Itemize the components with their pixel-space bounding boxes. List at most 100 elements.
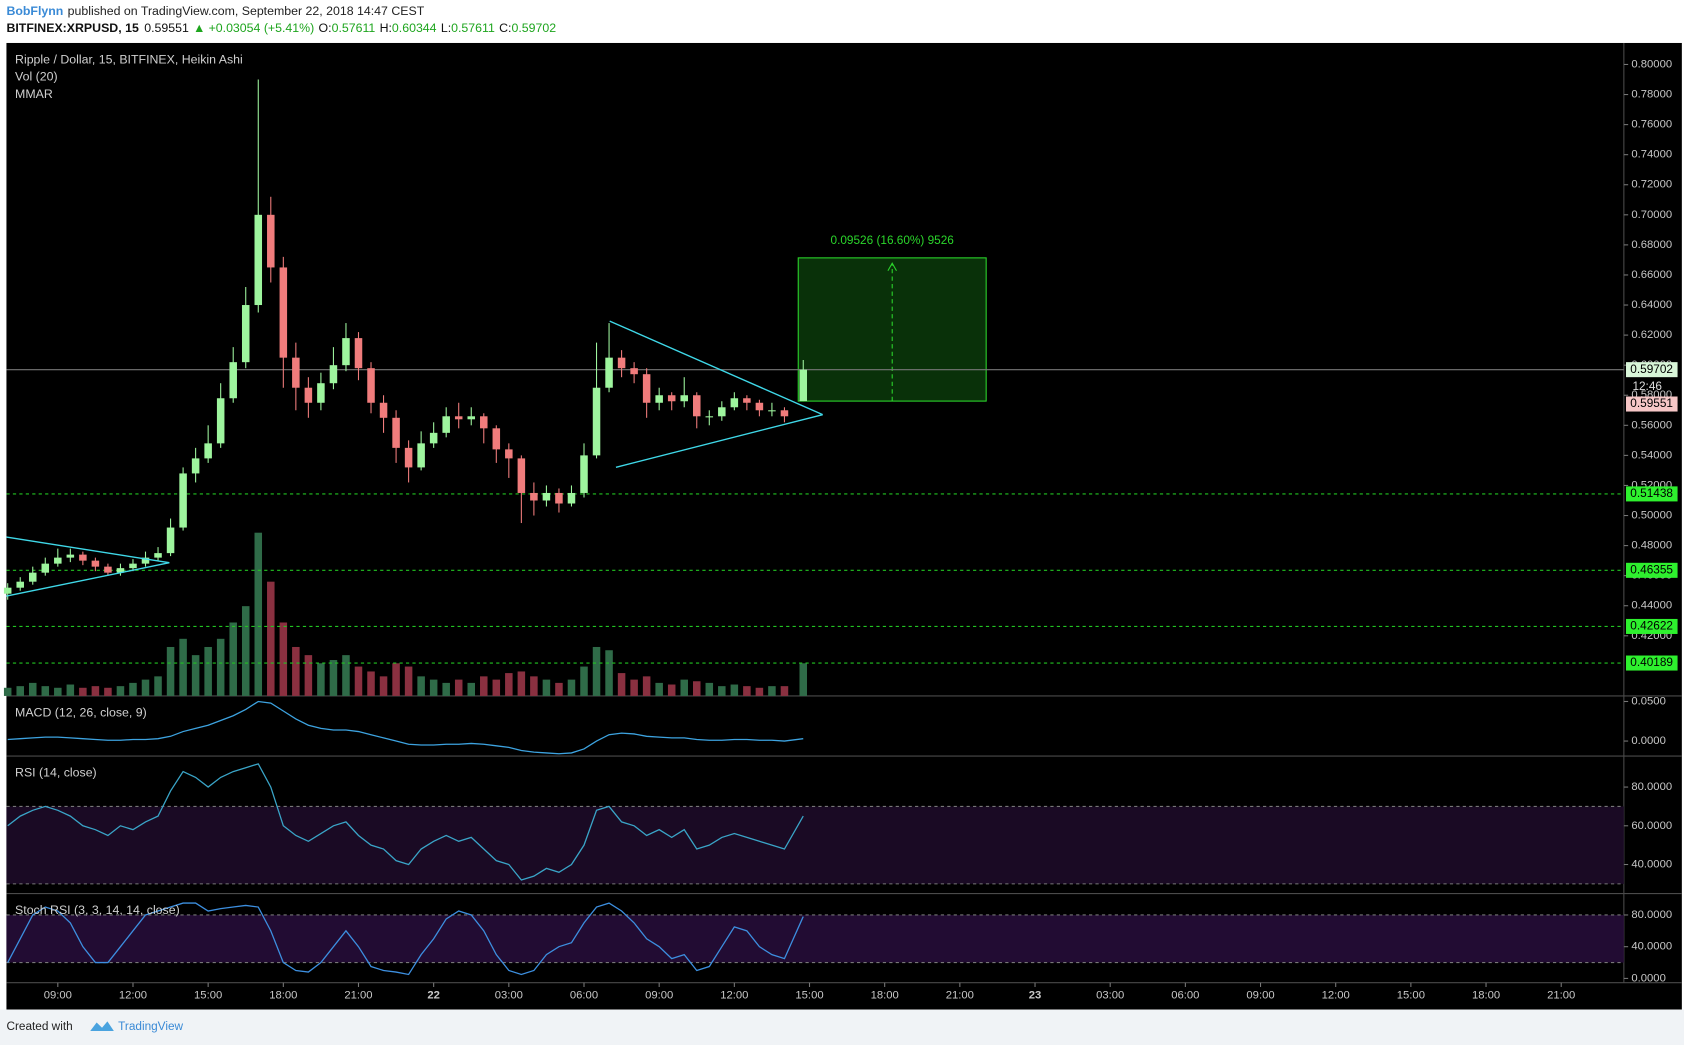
pane-title: Ripple / Dollar, 15, BITFINEX, Heikin As… <box>15 52 243 66</box>
volume-bar <box>317 663 325 696</box>
volume-bar <box>617 673 626 696</box>
level-tag <box>1626 618 1678 634</box>
author[interactable]: BobFlynn <box>6 4 63 18</box>
volume-bar <box>254 532 263 696</box>
volume-bar <box>329 660 338 696</box>
candle-body <box>404 447 413 468</box>
y-tick-label: 0.78000 <box>1631 89 1672 101</box>
volume-bar <box>16 686 24 696</box>
brand-logo[interactable]: TradingView <box>90 1019 184 1033</box>
candle-body <box>567 492 576 504</box>
level-tag <box>1626 655 1678 671</box>
volume-bar <box>392 663 400 696</box>
plot-layer: 0.420000.440000.460000.480000.500000.520… <box>3 42 1682 1002</box>
volume-bar <box>54 687 62 696</box>
volume-bar <box>517 671 526 696</box>
volume-bar <box>216 638 225 696</box>
candle-body <box>730 398 739 408</box>
header-line-2: BITFINEX:XRPUSD, 15 0.59551 ▲ +0.03054 (+5.… <box>6 21 556 35</box>
candle-body <box>705 416 714 418</box>
volume-bar <box>705 682 714 696</box>
volume-bar <box>567 679 576 696</box>
volume-bar <box>743 686 751 696</box>
countdown: 12:46 <box>1632 379 1662 393</box>
volume-bar <box>141 679 150 696</box>
volume-bar <box>605 650 613 696</box>
candle-body <box>718 407 726 417</box>
candle-body <box>492 428 501 450</box>
pane-title: MACD (12, 26, close, 9) <box>15 705 147 719</box>
candle-body <box>555 492 563 504</box>
y-tick-label: 0.50000 <box>1631 510 1672 522</box>
h-label: H: <box>380 21 392 35</box>
volume-bar <box>304 655 313 696</box>
candle-body <box>241 305 250 363</box>
header-line-1: BobFlynn published on TradingView.com, Se… <box>6 4 424 18</box>
footer-brand[interactable]: TradingView <box>118 1019 183 1033</box>
y-tick-label: 0.72000 <box>1631 179 1672 191</box>
candle-body <box>66 554 75 558</box>
volume-bar <box>492 679 501 696</box>
x-tick-label: 09:00 <box>44 990 72 1002</box>
y-tick-label: 80.0000 <box>1631 909 1672 921</box>
candle-body <box>79 554 87 561</box>
volume-bar <box>442 682 450 696</box>
volume-bar <box>655 682 663 696</box>
trendline <box>615 413 823 468</box>
candle-body <box>317 383 325 403</box>
candle-body <box>141 557 150 564</box>
close-tag <box>1626 396 1678 412</box>
volume-bar <box>179 638 187 696</box>
volume-bar <box>580 666 588 696</box>
logo-icon[interactable] <box>90 1021 114 1032</box>
volume-bar <box>354 666 363 696</box>
y-tick-label: 0.62000 <box>1631 329 1672 341</box>
volume-bar <box>768 686 776 696</box>
volume-bar <box>799 663 808 696</box>
volume-bar <box>166 646 175 696</box>
volume-bar <box>480 676 488 696</box>
x-tick-label: 12:00 <box>720 990 748 1002</box>
y-tick-label: 40.0000 <box>1631 941 1672 953</box>
candle-body <box>116 568 125 573</box>
volume-bar <box>667 684 676 696</box>
published: published on TradingView.com, September … <box>68 4 425 18</box>
position-label: 0.09526 (16.60%) 9526 <box>831 233 955 247</box>
volume-bar <box>241 606 250 696</box>
candle-body <box>743 398 751 403</box>
y-tick-label: 0.48000 <box>1631 540 1672 552</box>
volume-bar <box>191 655 200 696</box>
candle-body <box>254 214 263 306</box>
volume-bar <box>3 687 12 696</box>
volume-bar <box>555 682 563 696</box>
x-tick-label: 21:00 <box>1547 990 1575 1002</box>
x-tick-label: 22 <box>427 990 440 1002</box>
level-label: 0.46355 <box>1630 562 1673 576</box>
candle-body <box>329 365 338 384</box>
x-tick-label: 18:00 <box>1472 990 1500 1002</box>
candle-body <box>28 572 37 582</box>
close-label: 0.59551 <box>1630 396 1673 410</box>
volume-bar <box>718 686 726 696</box>
volume-bar <box>116 686 125 696</box>
volume-bar <box>542 679 551 696</box>
last-price-label: 0.59702 <box>1630 362 1673 376</box>
low: 0.57611 <box>451 21 495 35</box>
volume-bar <box>204 646 212 696</box>
x-tick-label: 15:00 <box>795 990 823 1002</box>
trendline <box>6 562 170 597</box>
candle-body <box>16 581 24 588</box>
volume-bar <box>467 682 476 696</box>
candle-body <box>129 563 137 569</box>
pane-title: Stoch RSI (3, 3, 14, 14, close) <box>15 903 180 917</box>
x-tick-label: 03:00 <box>495 990 523 1002</box>
level-label: 0.51438 <box>1630 486 1673 500</box>
volume-bar <box>429 679 438 696</box>
pane-title: Vol (20) <box>15 70 58 84</box>
x-tick-label: 09:00 <box>645 990 673 1002</box>
y-tick-label: 0.74000 <box>1631 149 1672 161</box>
candle-body <box>517 458 526 493</box>
volume-bar <box>417 676 425 696</box>
x-tick-label: 21:00 <box>946 990 974 1002</box>
